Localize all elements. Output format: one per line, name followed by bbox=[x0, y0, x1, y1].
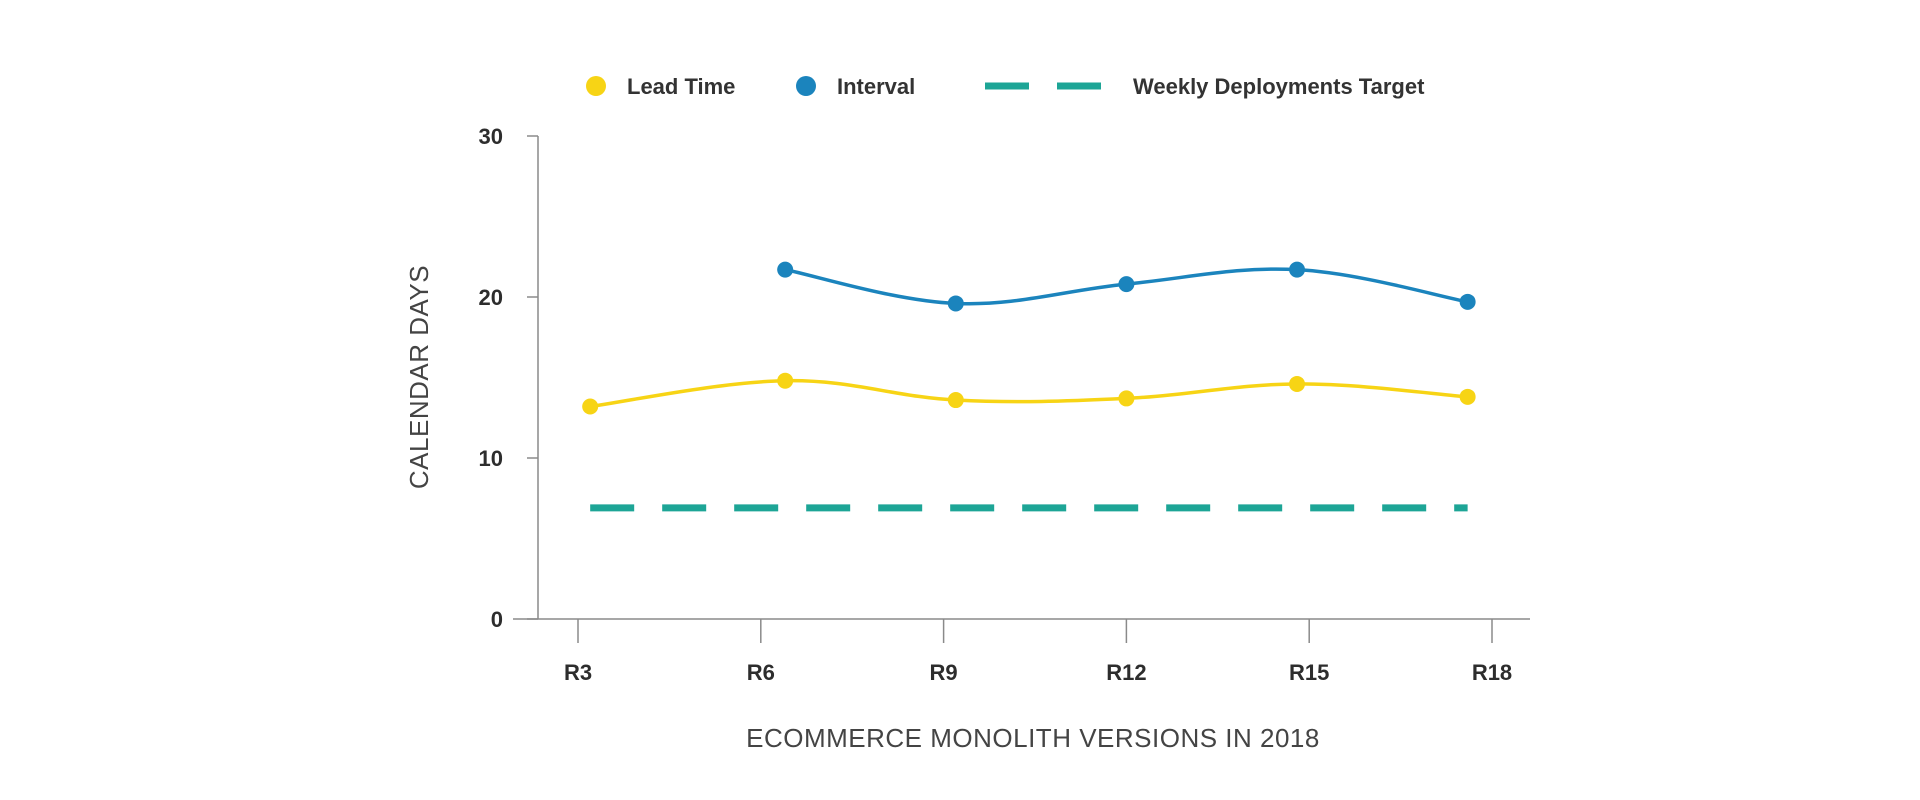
data-point bbox=[777, 372, 794, 389]
data-point bbox=[1118, 276, 1135, 293]
x-ticks: R3 R6 R9 R12 R15 R18 bbox=[564, 619, 1512, 685]
x-axis-title: ECOMMERCE MONOLITH VERSIONS IN 2018 bbox=[746, 723, 1320, 753]
data-point bbox=[1118, 390, 1135, 407]
legend-swatch bbox=[796, 76, 816, 96]
y-tick-label: 10 bbox=[479, 446, 503, 471]
x-tick-label: R6 bbox=[747, 660, 775, 685]
y-ticks: 0 10 20 30 bbox=[479, 124, 538, 632]
data-point bbox=[1289, 375, 1306, 392]
axes bbox=[513, 136, 1530, 620]
y-axis-title: CALENDAR DAYS bbox=[404, 265, 434, 489]
legend-item-lead-time: Lead Time bbox=[586, 74, 735, 99]
data-point bbox=[777, 261, 794, 278]
legend-swatch bbox=[586, 76, 606, 96]
series-interval bbox=[777, 261, 1476, 312]
data-point bbox=[947, 392, 964, 409]
y-tick-label: 30 bbox=[479, 124, 503, 149]
data-point bbox=[1459, 293, 1476, 310]
data-point bbox=[1289, 261, 1306, 278]
legend-label: Weekly Deployments Target bbox=[1133, 74, 1425, 99]
data-point bbox=[582, 398, 599, 415]
x-tick-label: R3 bbox=[564, 660, 592, 685]
x-tick-label: R15 bbox=[1289, 660, 1329, 685]
x-tick-label: R12 bbox=[1106, 660, 1146, 685]
series-line-lead-time bbox=[589, 378, 1468, 409]
x-tick-label: R18 bbox=[1472, 660, 1512, 685]
series-layer bbox=[582, 261, 1476, 512]
legend-item-interval: Interval bbox=[796, 74, 915, 99]
legend-item-weekly-deployments-target: Weekly Deployments Target bbox=[985, 74, 1425, 99]
legend-label: Interval bbox=[837, 74, 915, 99]
y-tick-label: 20 bbox=[479, 285, 503, 310]
data-point bbox=[1459, 388, 1476, 405]
data-point bbox=[947, 295, 964, 312]
legend: Lead Time Interval Weekly Deployments Targ… bbox=[586, 74, 1425, 99]
x-tick-label: R9 bbox=[930, 660, 958, 685]
series-lead-time bbox=[582, 372, 1476, 415]
legend-label: Lead Time bbox=[627, 74, 735, 99]
y-tick-label: 0 bbox=[491, 607, 503, 632]
